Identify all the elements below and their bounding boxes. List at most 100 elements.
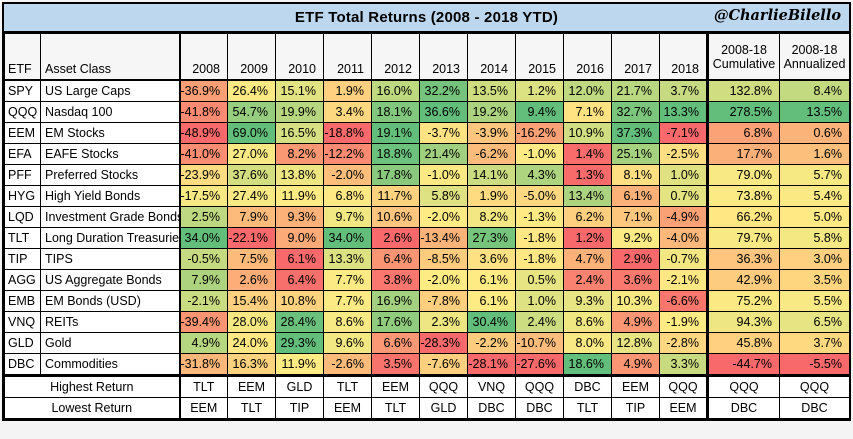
return-cell: -2.2% [467,332,516,354]
return-cell: 54.7% [227,101,276,123]
etf-returns-card: ETF Total Returns (2008 - 2018 YTD) @Cha… [2,2,851,421]
return-cell: 6.4% [275,269,324,291]
table-row: PFF Preferred Stocks -23.9% 37.6% 13.8% -2.0%… [4,164,850,186]
summary-ticker-cell: QQQ [515,374,564,398]
etf-ticker: PFF [4,164,41,186]
summary-ticker-cell: EEM [323,397,372,419]
return-cell: 37.3% [611,122,660,144]
table-row: HYG High Yield Bonds -17.5% 27.4% 11.9% 6.8% 1… [4,185,850,207]
summary-ticker-cell: QQQ [706,374,780,398]
return-cell: -1.8% [515,248,564,270]
return-cell: 25.1% [611,143,660,165]
col-header-2008-18-annualized: 2008-18 Annualized [779,33,850,81]
return-cell: 3.7% [779,332,850,354]
return-cell: 21.7% [611,79,660,102]
return-cell: 17.7% [706,143,780,165]
asset-class-label: EM Bonds (USD) [40,290,180,312]
etf-ticker: EMB [4,290,41,312]
col-header-2018: 2018 [659,33,708,81]
asset-class-label: Nasdaq 100 [40,101,180,123]
return-cell: 6.8% [323,185,372,207]
return-cell: 13.3% [659,101,708,123]
return-cell: 29.3% [275,332,324,354]
return-cell: 7.7% [323,269,372,291]
return-cell: -5.5% [779,353,850,376]
return-cell: -2.6% [323,353,372,376]
return-cell: 6.6% [371,332,420,354]
return-cell: 5.0% [779,206,850,228]
return-cell: 37.6% [227,164,276,186]
return-cell: -3.9% [467,122,516,144]
return-cell: 1.6% [779,143,850,165]
return-cell: -41.0% [178,143,228,165]
title-bar: ETF Total Returns (2008 - 2018 YTD) @Cha… [4,4,849,33]
etf-ticker: QQQ [4,101,41,123]
return-cell: 2.4% [563,269,612,291]
etf-ticker: EEM [4,122,41,144]
return-cell: 13.8% [275,164,324,186]
summary-ticker-cell: TIP [275,397,324,419]
return-cell: 2.9% [611,248,660,270]
return-cell: 11.9% [275,185,324,207]
return-cell: 36.3% [706,248,780,270]
table-title: ETF Total Returns (2008 - 2018 YTD) [294,9,559,26]
return-cell: 4.3% [515,164,564,186]
summary-ticker-cell: EEM [611,374,660,398]
etf-ticker: TIP [4,248,41,270]
return-cell: 7.1% [563,101,612,123]
return-cell: 9.0% [275,227,324,249]
return-cell: 0.5% [515,269,564,291]
table-row: TLT Long Duration Treasuries 34.0% -22.1% 9.… [4,227,850,249]
return-cell: 9.4% [515,101,564,123]
asset-class-label: Long Duration Treasuries [40,227,180,249]
summary-ticker-cell: TLT [371,397,420,419]
return-cell: 15.1% [275,79,324,102]
return-cell: -0.7% [659,248,708,270]
return-cell: 6.1% [611,185,660,207]
return-cell: 16.5% [275,122,324,144]
return-cell: -48.9% [178,122,228,144]
return-cell: 1.3% [563,164,612,186]
return-cell: 7.9% [227,206,276,228]
return-cell: 278.5% [706,101,780,123]
return-cell: 13.5% [467,79,516,102]
return-cell: 2.6% [371,227,420,249]
summary-row: Lowest Return EEM TLT TIP EEM TLT GLD DBC DBC TLT… [4,397,850,419]
return-cell: 7.9% [178,269,228,291]
col-header-2010: 2010 [275,33,324,81]
return-cell: 9.3% [275,206,324,228]
return-cell: 30.4% [467,311,516,333]
return-cell: -18.8% [323,122,372,144]
return-cell: 79.0% [706,164,780,186]
return-cell: -44.7% [706,353,780,376]
return-cell: 8.0% [563,332,612,354]
return-cell: 2.6% [227,269,276,291]
return-cell: 10.8% [275,290,324,312]
return-cell: -4.9% [659,206,708,228]
return-cell: 34.0% [323,227,372,249]
return-cell: 9.3% [563,290,612,312]
return-cell: 8.2% [275,143,324,165]
table-row: DBC Commodities -31.8% 16.3% 11.9% -2.6% 3.5% -… [4,353,850,376]
table-row: SPY US Large Caps -36.9% 26.4% 15.1% 1.9% 16.0… [4,79,850,102]
header-line: 2008-18 [721,42,767,57]
return-cell: 13.5% [779,101,850,123]
return-cell: -1.0% [419,164,468,186]
return-cell: 1.0% [659,164,708,186]
asset-class-label: Commodities [40,353,180,376]
summary-ticker-cell: TLT [323,374,372,398]
return-cell: 1.9% [467,185,516,207]
return-cell: 8.4% [779,79,850,102]
return-cell: -6.6% [659,290,708,312]
return-cell: 1.0% [515,290,564,312]
return-cell: -1.0% [515,143,564,165]
return-cell: 12.8% [611,332,660,354]
return-cell: -1.3% [515,206,564,228]
return-cell: 5.4% [779,185,850,207]
return-cell: -36.9% [178,79,228,102]
etf-ticker: VNQ [4,311,41,333]
etf-ticker: SPY [4,79,41,102]
table-row: EEM EM Stocks -48.9% 69.0% 16.5% -18.8% 19.1% -… [4,122,850,144]
table-row: QQQ Nasdaq 100 -41.8% 54.7% 19.9% 3.4% 18.1% 36… [4,101,850,123]
return-cell: 69.0% [227,122,276,144]
